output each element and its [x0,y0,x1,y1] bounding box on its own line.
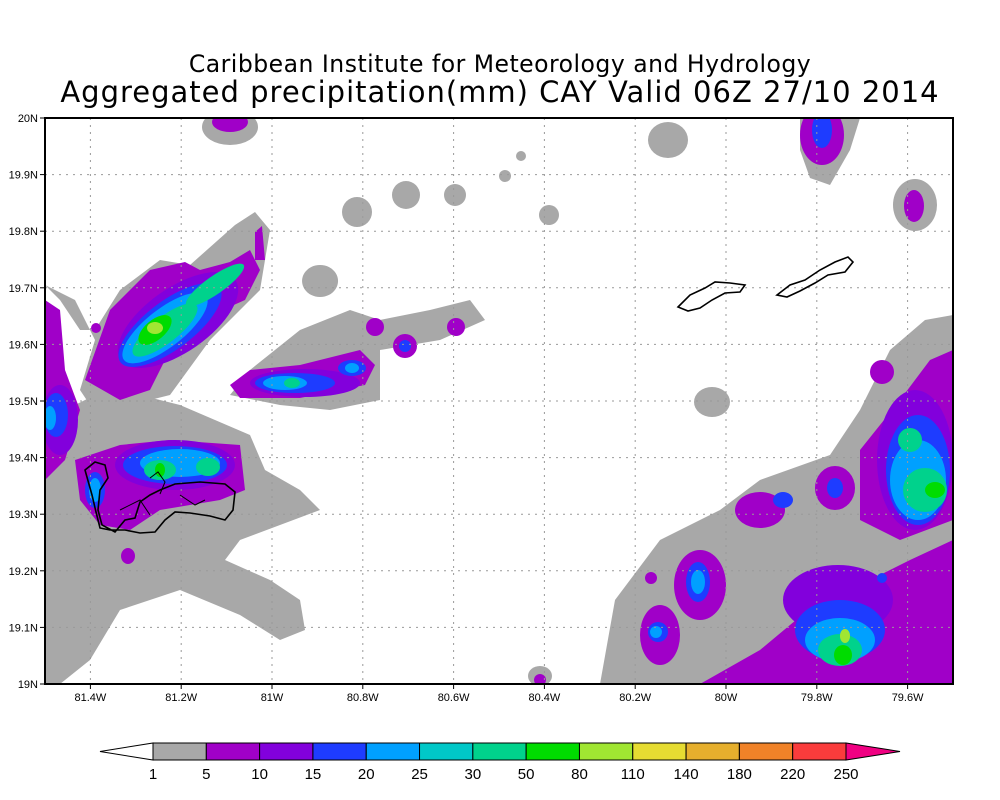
colorbar-swatch [792,742,847,761]
lat-label: 19N [18,679,38,691]
lon-label: 80.8W [347,692,379,704]
colorbar-swatch [312,742,367,761]
gridlines [45,118,953,684]
colorbar-swatch [738,742,794,761]
lat-label: 19.9N [9,170,38,182]
colorbar-level-label: 10 [251,766,268,783]
precip-field [45,118,953,684]
lat-label: 19.1N [9,622,38,634]
lat-label: 19.5N [9,396,38,408]
precip-80-110mm [147,322,850,643]
colorbar-level-label: 80 [571,766,588,783]
colorbar-swatch [685,742,740,761]
colorbar-level-label: 110 [621,766,645,783]
colorbar-swatch [259,742,314,761]
colorbar-level-label: 30 [465,766,482,783]
lon-label: 80.6W [438,692,470,704]
title-institute: Caribbean Institute for Meteorology and … [188,50,812,78]
colorbar: 1 5 10 15 20 25 30 50 80 110 140 180 220 250 [99,742,901,783]
lon-label: 81.2W [165,692,197,704]
colorbar-swatch [578,742,634,761]
colorbar-level-label: 180 [727,766,752,783]
lat-label: 19.8N [9,226,38,238]
colorbar-level-label: 50 [518,766,535,783]
island-grand-cayman-north-sound [119,471,206,516]
title-product: Aggregated precipitation(mm) CAY Valid 0… [60,75,940,109]
island-cayman-brac [775,256,855,298]
colorbar-under-triangle [99,742,154,761]
colorbar-swatch [525,742,580,761]
colorbar-level-label: 140 [674,766,699,783]
colorbar-level-label: 20 [358,766,375,783]
colorbar-level-label: 220 [780,766,805,783]
colorbar-swatch [472,742,527,761]
colorbar-level-label: 15 [305,766,322,783]
colorbar-level-label: 1 [149,766,157,783]
colorbar-level-label: 5 [202,766,210,783]
lat-label: 19.4N [9,453,38,465]
lat-label: 19.7N [9,283,38,295]
coastlines [84,256,855,534]
lon-label: 79.6W [892,692,924,704]
lat-label: 19.6N [9,339,38,351]
colorbar-swatch [365,742,421,761]
lon-label: 80W [715,692,738,704]
lat-label: 19.2N [9,566,38,578]
island-grand-cayman [84,461,236,534]
lat-label: 19.3N [9,509,38,521]
colorbar-level-label: 250 [833,766,858,783]
lon-label: 81W [261,692,284,704]
lon-label: 81.4W [75,692,107,704]
lat-label: 20N [18,113,38,125]
colorbar-swatch [205,742,261,761]
island-little-cayman [676,281,747,312]
colorbar-swatch [419,742,474,761]
colorbar-level-label: 25 [411,766,428,783]
lon-label: 79.8W [801,692,833,704]
lon-label: 80.4W [529,692,561,704]
colorbar-over-triangle [845,742,901,761]
axis-ticks: 20N 19.9N 19.8N 19.7N 19.6N 19.5N 19.4N 19.3N 19… [9,113,924,704]
colorbar-swatch [152,742,207,761]
colorbar-swatch [632,742,687,761]
lon-label: 80.2W [619,692,651,704]
